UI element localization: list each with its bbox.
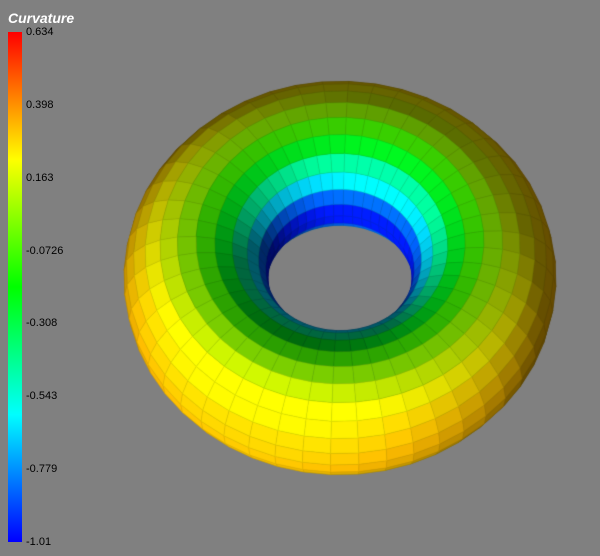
viewport: Curvature 0.634 0.398 0.163 -0.0726 -0.308 -0… bbox=[0, 0, 600, 556]
colorbar-tick: -0.308 bbox=[26, 317, 57, 329]
color-legend: Curvature 0.634 0.398 0.163 -0.0726 -0.308 -0… bbox=[8, 10, 74, 542]
colorbar-tick: 0.398 bbox=[26, 99, 54, 111]
colorbar-tick: -0.779 bbox=[26, 463, 57, 475]
legend-title: Curvature bbox=[8, 10, 74, 26]
colorbar-tick: -0.543 bbox=[26, 390, 57, 402]
colorbar-tick: 0.163 bbox=[26, 172, 54, 184]
colorbar-container: 0.6340.3980.163-0.0726-0.308-0.543-0.779… bbox=[8, 32, 74, 542]
colorbar-tick: 0.634 bbox=[26, 26, 54, 38]
colorbar bbox=[8, 32, 22, 542]
torus-render bbox=[0, 0, 600, 556]
colorbar-tick: -0.0726 bbox=[26, 245, 63, 257]
colorbar-tick: -1.01 bbox=[26, 536, 51, 548]
